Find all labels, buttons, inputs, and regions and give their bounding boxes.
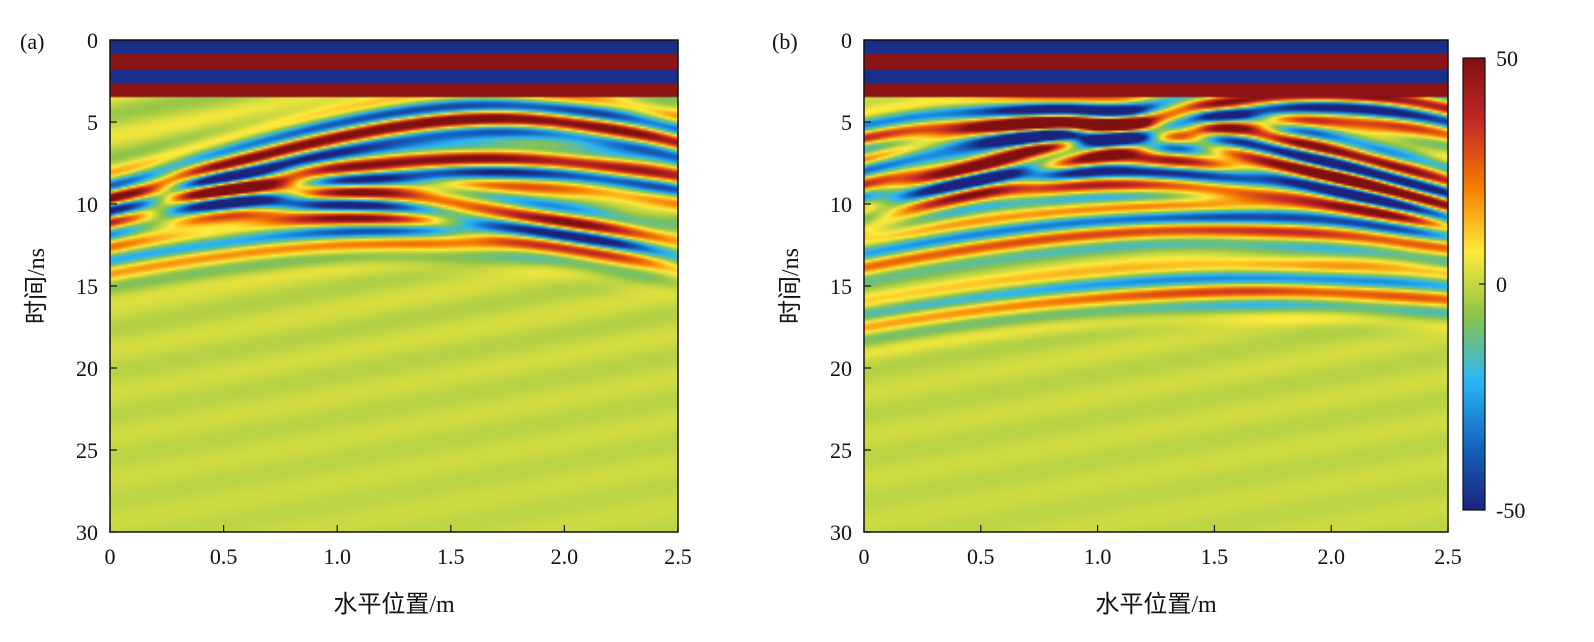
y-tick-label: 5 <box>87 110 98 135</box>
panel-a-label: (a) <box>20 29 44 54</box>
x-tick-label: 1.5 <box>1201 544 1229 569</box>
colorbar: 50 0 -50 <box>1462 46 1525 523</box>
y-tick-label: 20 <box>76 356 98 381</box>
x-tick-label: 2.0 <box>1317 544 1345 569</box>
y-tick-label: 15 <box>76 274 98 299</box>
panel-b: (b) 0 0.5 1.0 1.5 2.0 2.5 0 5 10 15 20 25 30 水平位置/m… <box>772 28 1462 618</box>
y-tick-label: 25 <box>76 438 98 463</box>
x-tick-label: 2.0 <box>551 544 579 569</box>
panel-a-y-axis: 0 5 10 15 20 25 30 <box>76 28 117 545</box>
y-tick-label: 30 <box>830 520 852 545</box>
x-tick-label: 1.5 <box>437 544 465 569</box>
y-tick-label: 25 <box>830 438 852 463</box>
y-tick-label: 15 <box>830 274 852 299</box>
panel-b-y-axis: 0 5 10 15 20 25 30 <box>830 28 871 545</box>
x-tick-label: 2.5 <box>1434 544 1462 569</box>
panel-b-x-axis: 0 0.5 1.0 1.5 2.0 2.5 <box>859 525 1462 569</box>
y-tick-label: 30 <box>76 520 98 545</box>
y-tick-label: 5 <box>841 110 852 135</box>
y-tick-label: 0 <box>87 28 98 53</box>
y-tick-label: 10 <box>830 192 852 217</box>
x-tick-label: 0 <box>105 544 116 569</box>
panel-a-heatmap <box>110 40 678 532</box>
panel-b-label: (b) <box>772 29 798 54</box>
panel-a-xlabel: 水平位置/m <box>333 591 455 618</box>
panel-b-heatmap <box>864 40 1448 532</box>
panel-a-x-axis: 0 0.5 1.0 1.5 2.0 2.5 <box>105 525 692 569</box>
x-tick-label: 0.5 <box>210 544 238 569</box>
x-tick-label: 0 <box>859 544 870 569</box>
colorbar-tick-label: 50 <box>1496 46 1518 71</box>
panel-a-ylabel: 时间/ns <box>23 248 50 324</box>
panel-b-ylabel: 时间/ns <box>777 248 804 324</box>
x-tick-label: 0.5 <box>967 544 995 569</box>
panel-b-xlabel: 水平位置/m <box>1095 591 1217 618</box>
x-tick-label: 2.5 <box>664 544 692 569</box>
y-tick-label: 10 <box>76 192 98 217</box>
colorbar-ticks: 50 0 -50 <box>1479 46 1525 523</box>
x-tick-label: 1.0 <box>1084 544 1112 569</box>
y-tick-label: 20 <box>830 356 852 381</box>
colorbar-tick-label: -50 <box>1496 498 1525 523</box>
panel-a: (a) 0 0.5 1.0 1.5 2.0 2.5 0 5 10 15 20 25 30 水平位置/m… <box>20 28 692 618</box>
y-tick-label: 0 <box>841 28 852 53</box>
x-tick-label: 1.0 <box>323 544 351 569</box>
colorbar-tick-label: 0 <box>1496 272 1507 297</box>
